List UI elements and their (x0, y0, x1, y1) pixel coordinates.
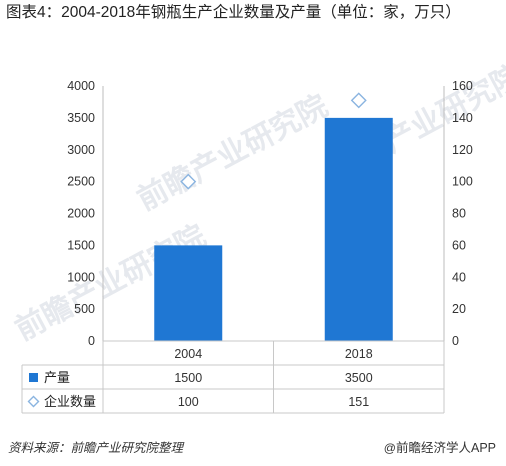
scatter-point (350, 92, 367, 109)
legend-label: 产量 (44, 370, 70, 385)
category-label: 2004 (174, 347, 202, 361)
category-label: 2018 (345, 347, 373, 361)
left-tick-label: 0 (88, 334, 95, 348)
legend-label: 企业数量 (44, 394, 96, 409)
at-icon: @ (383, 441, 396, 455)
left-tick-label: 3000 (67, 143, 95, 157)
legend-diamond-icon (27, 395, 40, 408)
right-tick-label: 120 (452, 143, 473, 157)
right-tick-label: 140 (452, 111, 473, 125)
bar-series (154, 117, 393, 341)
bar (154, 245, 223, 341)
right-tick-label: 100 (452, 175, 473, 189)
right-tick-label: 0 (452, 334, 459, 348)
chart-axes (102, 86, 445, 341)
right-tick-label: 40 (452, 270, 466, 284)
left-tick-label: 1000 (67, 270, 95, 284)
right-tick-label: 20 (452, 302, 466, 316)
data-table-value: 1500 (174, 371, 202, 385)
left-tick-label: 2000 (67, 207, 95, 221)
brand-text: 前瞻经济学人APP (395, 441, 496, 455)
combo-chart: 0 500 1000 1500 2000 2500 3000 3500 4000 0 20 40 60 8… (21, 79, 473, 414)
bar (324, 117, 393, 341)
left-tick-label: 4000 (67, 79, 95, 93)
left-tick-label: 500 (74, 302, 95, 316)
tick-labels: 0 500 1000 1500 2000 2500 3000 3500 4000 0 20 40 60 8… (67, 79, 473, 348)
data-table-value: 151 (348, 395, 369, 409)
scatter-series (180, 92, 367, 190)
data-table-value: 3500 (345, 371, 373, 385)
scatter-point (180, 173, 197, 190)
left-tick-label: 3500 (67, 111, 95, 125)
data-table: 2004 2018 产量 1500 3500 企业数量 100 151 (21, 340, 445, 414)
data-table-value: 100 (178, 395, 199, 409)
right-tick-label: 60 (452, 238, 466, 252)
left-tick-label: 2500 (67, 175, 95, 189)
left-tick-label: 1500 (67, 238, 95, 252)
legend-bar-icon (29, 373, 38, 382)
source-note: 资料来源：前瞻产业研究院整理 (8, 441, 184, 455)
chart-title: 图表4：2004-2018年钢瓶生产企业数量及产量（单位：家，万只） (6, 4, 461, 21)
right-tick-label: 160 (452, 79, 473, 93)
right-tick-label: 80 (452, 207, 466, 221)
brand-label: @前瞻经济学人APP (384, 437, 496, 456)
